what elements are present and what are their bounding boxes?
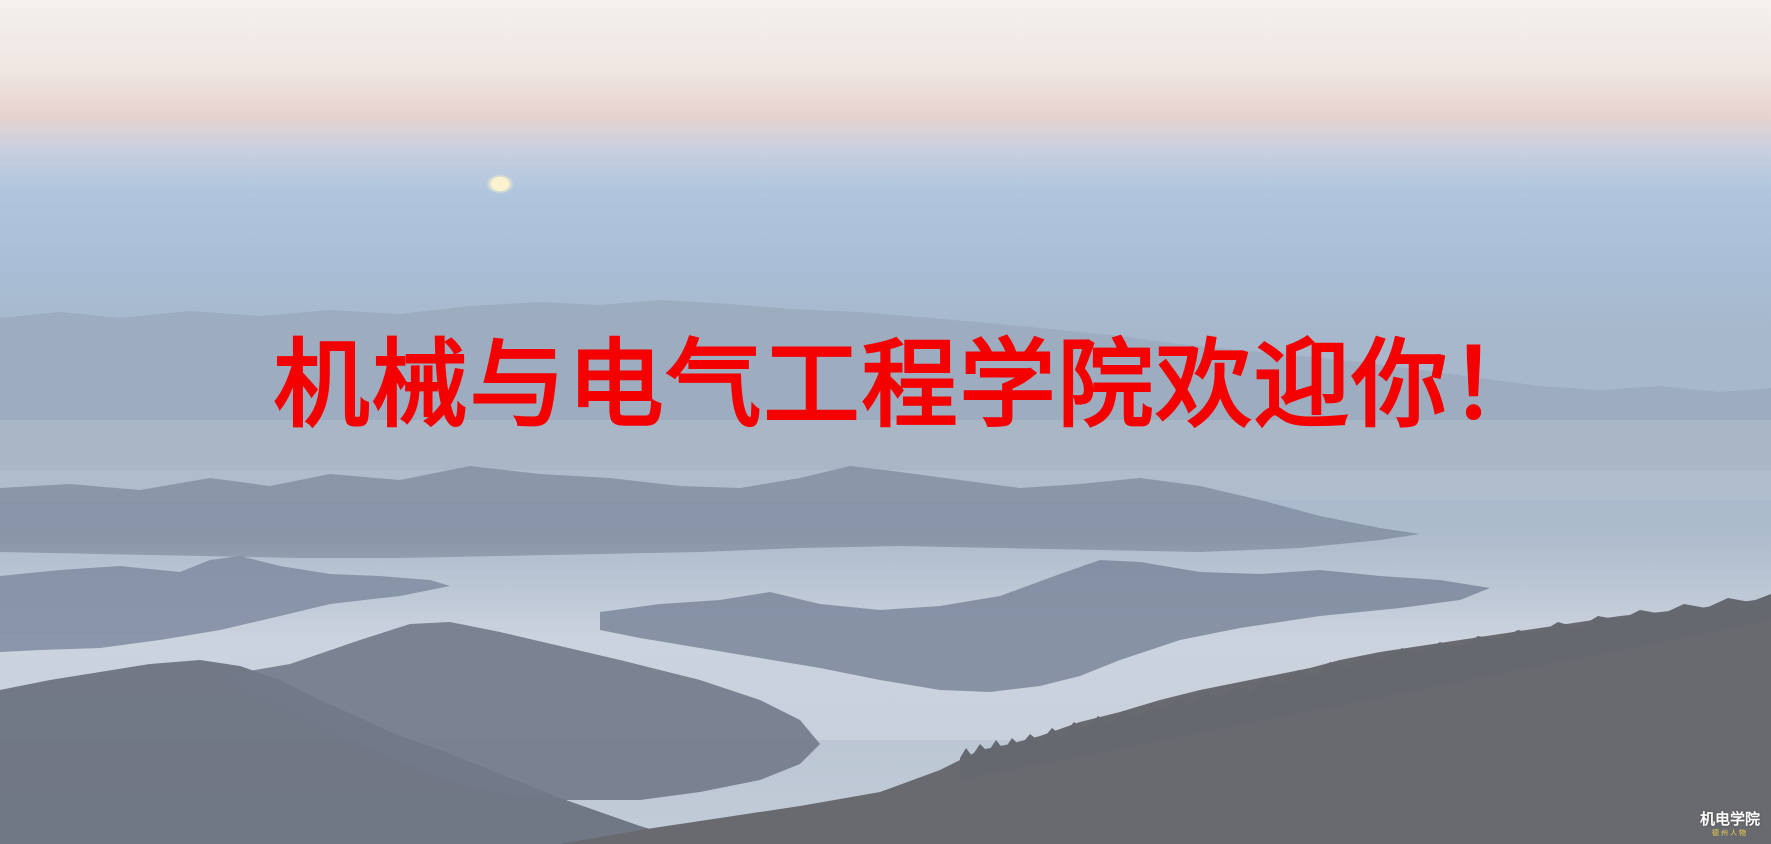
watermark-subtitle: 德州人物 xyxy=(1712,829,1748,837)
mid-ridge xyxy=(0,466,1420,558)
watermark-title: 机电学院 xyxy=(1699,810,1760,828)
treeline xyxy=(960,594,1771,780)
left-hills xyxy=(0,556,450,652)
watermark-logo: 机电学院 德州人物 xyxy=(1697,810,1763,838)
welcome-headline: 机械与电气工程学院欢迎你！ xyxy=(273,329,1548,441)
middle-near-hill xyxy=(220,622,820,800)
near-left-mountain xyxy=(0,660,700,844)
center-hills xyxy=(600,560,1490,692)
